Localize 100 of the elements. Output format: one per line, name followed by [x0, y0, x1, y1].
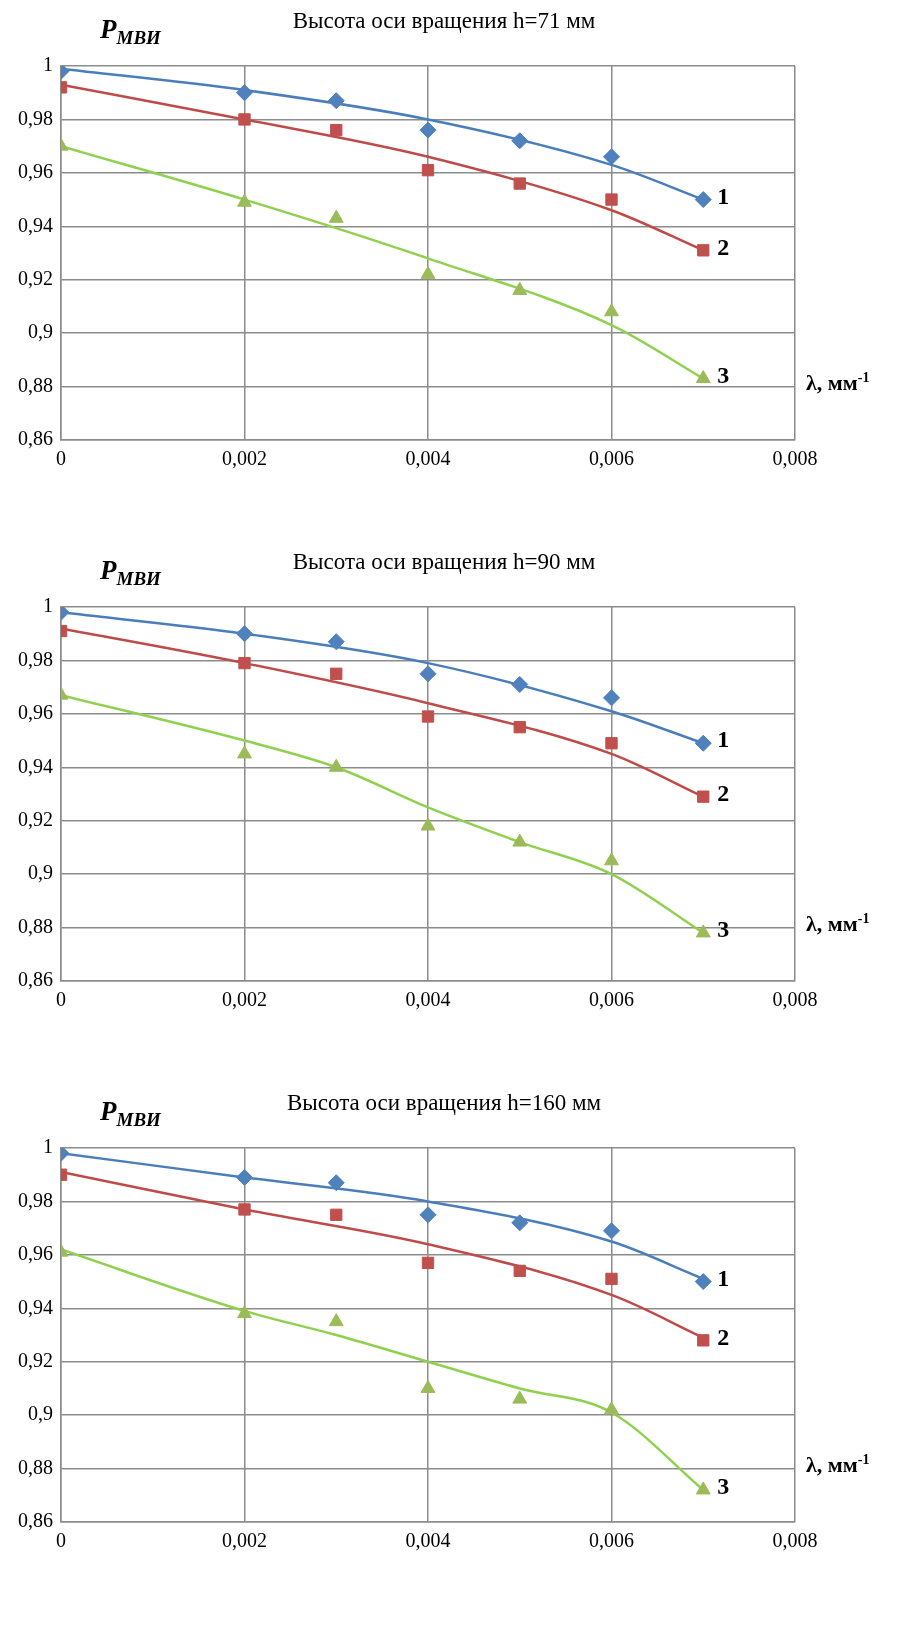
point [512, 281, 528, 295]
x-tick-label: 0,006 [589, 1529, 634, 1552]
point [603, 689, 620, 707]
y-tick-label: 0,94 [18, 754, 53, 777]
series-label: 1 [717, 726, 730, 753]
point [695, 1481, 711, 1495]
point [604, 303, 619, 317]
point [697, 1334, 710, 1347]
y-tick-label: 0,9 [28, 1402, 53, 1425]
point [694, 191, 712, 209]
point [511, 675, 529, 693]
x-axis-title: λ, мм$^{-1}$ [806, 370, 870, 397]
point [512, 833, 528, 847]
series-label: 3 [717, 361, 730, 388]
point [421, 710, 435, 723]
point [695, 370, 711, 384]
y-tick-label: 0,98 [18, 647, 53, 670]
point [420, 265, 436, 279]
point [238, 1203, 251, 1216]
point [330, 1208, 343, 1221]
x-axis-title: λ, мм$^{-1}$ [806, 911, 870, 938]
y-tick-label: 0,9 [28, 320, 53, 343]
series-label: 1 [717, 1264, 730, 1291]
point [605, 193, 618, 206]
series-label: 2 [717, 233, 730, 260]
point [236, 625, 253, 643]
x-tick-label: 0,008 [772, 447, 818, 470]
y-tick-label: 0,96 [18, 160, 53, 183]
point [330, 123, 343, 137]
point [605, 1272, 618, 1286]
point [694, 1273, 712, 1291]
y-tick-label: 0,92 [18, 807, 53, 830]
point [697, 790, 710, 803]
point [603, 148, 620, 166]
y-tick-label: 1 [43, 53, 53, 76]
point [512, 1390, 528, 1404]
y-tick-label: 0,86 [18, 1509, 53, 1532]
y-tick-label: 0,88 [18, 914, 53, 937]
point [238, 656, 251, 670]
x-tick-label: 0 [56, 1529, 66, 1552]
point [327, 92, 345, 110]
x-tick-label: 0,008 [772, 1529, 818, 1552]
y-tick-label: 0,88 [18, 1455, 53, 1478]
series-label: 1 [717, 182, 730, 209]
point [236, 1168, 253, 1186]
y-axis-title: P$_{МВИ}$ [100, 555, 161, 591]
point [419, 1206, 437, 1224]
x-tick-label: 0,006 [589, 988, 634, 1011]
point [328, 1313, 344, 1327]
y-axis-title: P$_{МВИ}$ [100, 14, 161, 50]
point [604, 1401, 619, 1415]
y-tick-label: 0,96 [18, 1242, 53, 1265]
point [604, 852, 619, 866]
y-tick-label: 1 [43, 1135, 53, 1158]
y-tick-label: 0,88 [18, 373, 53, 396]
point [327, 1174, 345, 1192]
y-tick-label: 0,92 [18, 266, 53, 289]
y-tick-label: 0,94 [18, 213, 53, 236]
point [511, 132, 529, 150]
series-label: 3 [717, 1473, 730, 1500]
point [605, 737, 618, 750]
point [695, 924, 711, 938]
x-tick-label: 0,004 [405, 447, 451, 470]
point [330, 667, 343, 680]
x-tick-label: 0 [56, 988, 66, 1011]
point [327, 633, 345, 651]
x-tick-label: 0,006 [589, 447, 634, 470]
chart-title: Высота оси вращения h=160 мм [286, 1090, 602, 1115]
y-tick-label: 1 [43, 594, 53, 617]
point [420, 1379, 436, 1393]
y-tick-label: 0,98 [18, 1188, 53, 1211]
point [513, 1264, 526, 1278]
chart-title: Высота оси вращения h=71 мм [292, 8, 596, 33]
point [238, 113, 251, 126]
x-axis-title: λ, мм$^{-1}$ [806, 1452, 870, 1479]
x-tick-label: 0,004 [405, 988, 451, 1011]
point [513, 177, 526, 190]
point [237, 1305, 252, 1319]
point [419, 121, 437, 139]
series-label: 3 [717, 916, 730, 943]
x-tick-label: 0,002 [222, 988, 267, 1011]
series-label: 2 [717, 779, 730, 806]
y-tick-label: 0,94 [18, 1295, 53, 1318]
point [419, 665, 437, 683]
point [421, 164, 435, 177]
y-tick-label: 0,86 [18, 968, 53, 991]
point [511, 1214, 529, 1232]
x-tick-label: 0,008 [772, 988, 818, 1011]
chart-title: Высота оси вращения h=90 мм [292, 549, 596, 574]
point [237, 193, 252, 207]
y-tick-label: 0,92 [18, 1348, 53, 1371]
point [237, 745, 252, 759]
point [694, 734, 712, 752]
y-axis-title: P$_{МВИ}$ [100, 1096, 161, 1132]
point [513, 721, 526, 734]
y-tick-label: 0,9 [28, 861, 53, 884]
point [420, 817, 436, 831]
point [328, 758, 344, 772]
point [697, 244, 710, 257]
y-tick-label: 0,86 [18, 427, 53, 450]
